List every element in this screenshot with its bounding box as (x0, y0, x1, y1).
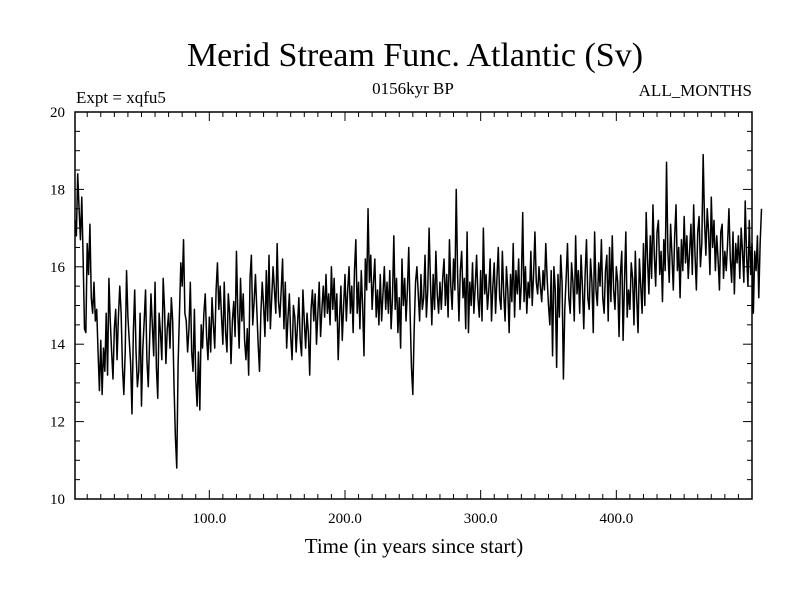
months-label: ALL_MONTHS (639, 81, 752, 100)
x-tick-label: 400.0 (599, 511, 633, 527)
y-tick-label: 12 (50, 415, 65, 431)
y-tick-label: 16 (50, 260, 66, 276)
x-axis-label: Time (in years since start) (305, 534, 524, 558)
y-tick-label: 20 (50, 105, 65, 121)
axis-tick-labels: 100.0 200.0 300.0 400.0 10 12 14 16 18 20 (50, 105, 633, 527)
period-label: 0156kyr BP (372, 79, 454, 98)
series-line (74, 153, 763, 469)
plot-frame (74, 111, 753, 500)
y-tick-label: 10 (50, 492, 65, 508)
x-tick-label: 200.0 (328, 511, 362, 527)
y-tick-label: 14 (50, 337, 66, 353)
y-tick-label: 18 (50, 182, 65, 198)
chart-title: Merid Stream Func. Atlantic (Sv) (187, 37, 643, 74)
x-tick-label: 300.0 (464, 511, 498, 527)
x-tick-label: 100.0 (192, 511, 226, 527)
experiment-label: Expt = xqfu5 (76, 88, 166, 107)
